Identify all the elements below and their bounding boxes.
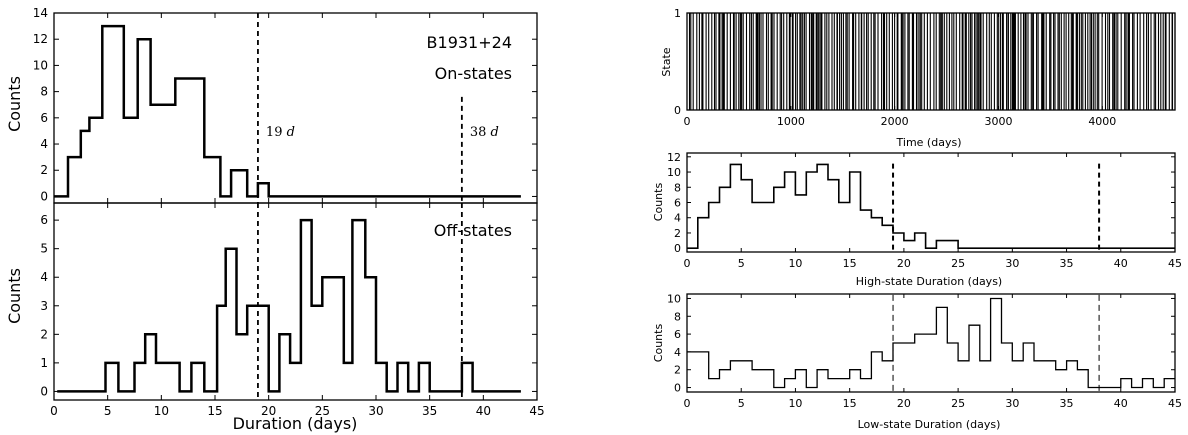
y-tick-label: 6 [674,197,681,210]
x-tick-label: 0 [684,115,691,128]
x-tick-label: 30 [1005,397,1019,410]
histogram-step [57,218,521,393]
x-tick-label: 35 [1060,397,1074,410]
x-tick-label: 0 [50,404,58,418]
x-tick-label: 40 [476,404,491,418]
x-tick-label: 1000 [777,115,805,128]
y-tick-label: 0 [674,104,681,117]
x-tick-label: 45 [1168,257,1182,270]
x-tick-label: 45 [529,404,544,418]
on-states-ylabel: Counts [5,76,24,132]
high-state-xlabel: High-state Duration (days) [856,275,1002,288]
x-tick-label: 5 [104,404,112,418]
y-tick-label: 2 [40,163,48,177]
y-tick-label: 1 [40,356,48,370]
y-tick-label: 10 [667,292,681,305]
y-tick-label: 8 [674,310,681,323]
y-tick-label: 6 [40,111,48,125]
x-tick-label: 45 [1168,397,1182,410]
x-tick-label: 15 [843,397,857,410]
off-states-xlabel: Duration (days) [233,414,358,433]
y-tick-label: 6 [40,213,48,227]
y-tick-label: 0 [674,382,681,395]
y-tick-label: 0 [674,242,681,255]
state-xlabel: Time (days) [896,136,962,149]
reference-line-label: 19 d [266,125,295,140]
y-tick-label: 10 [33,58,48,72]
y-tick-label: 4 [40,270,48,284]
x-tick-label: 15 [207,404,222,418]
high-state-histogram: Counts High-state Duration (days) 0 2 4 6 8 1… [652,151,1182,288]
state-ylabel: State [660,47,673,76]
x-tick-label: 25 [951,257,965,270]
y-tick-label: 5 [40,242,48,256]
low-state-xlabel: Low-state Duration (days) [858,418,1001,431]
x-tick-label: 2000 [881,115,909,128]
x-tick-label: 40 [1114,257,1128,270]
off-states-ylabel: Counts [5,268,24,324]
y-tick-label: 2 [674,227,681,240]
off-states-title: Off-states [434,221,512,240]
x-tick-label: 15 [843,257,857,270]
on-states-annotation: B1931+24 [427,33,512,52]
x-tick-label: 30 [368,404,383,418]
state-timeseries: State Time (days) 0 1 0 1000 2000 3000 4000 [660,7,1176,149]
histogram-step [687,163,1175,249]
y-tick-label: 8 [40,85,48,99]
x-tick-label: 0 [684,397,691,410]
high-state-ylabel: Counts [652,183,665,222]
x-tick-label: 5 [738,397,745,410]
y-tick-label: 4 [674,212,681,225]
axes-frame [53,202,538,401]
histogram-step [687,297,1175,389]
low-state-ylabel: Counts [652,324,665,363]
y-tick-label: 4 [674,346,681,359]
x-tick-label: 10 [788,257,802,270]
y-tick-label: 4 [40,137,48,151]
axes-frame [686,293,1176,393]
x-tick-label: 20 [261,404,276,418]
y-tick-label: 6 [674,328,681,341]
y-tick-label: 8 [674,181,681,194]
state-series [687,12,1176,111]
off-states-histogram: Off-states Counts Duration (days) 012345… [5,202,545,433]
on-states-histogram: B1931+24 On-states Counts 0 2 4 6 8 10 12 14 19 … [5,6,538,204]
y-tick-label: 2 [674,364,681,377]
x-tick-label: 4000 [1088,115,1116,128]
y-tick-label: 1 [674,7,681,20]
y-tick-label: 12 [667,151,681,164]
x-tick-label: 35 [422,404,437,418]
y-tick-label: 0 [40,384,48,398]
x-tick-label: 30 [1005,257,1019,270]
x-tick-label: 10 [154,404,169,418]
x-tick-label: 3000 [984,115,1012,128]
y-tick-label: 0 [40,189,48,203]
reference-line-label: 38 d [470,125,499,140]
x-tick-label: 5 [738,257,745,270]
y-tick-label: 3 [40,299,48,313]
on-states-title: On-states [435,64,512,83]
histogram-step [54,24,521,198]
y-tick-label: 10 [667,166,681,179]
y-tick-label: 14 [33,6,48,20]
low-state-histogram: Counts Low-state Duration (days) 0 2 4 6 8 10… [652,292,1182,431]
x-tick-label: 35 [1060,257,1074,270]
x-tick-label: 25 [951,397,965,410]
x-tick-label: 20 [897,397,911,410]
y-tick-label: 12 [33,32,48,46]
y-tick-label: 2 [40,327,48,341]
x-tick-label: 0 [684,257,691,270]
x-tick-label: 10 [788,397,802,410]
x-tick-label: 20 [897,257,911,270]
x-tick-label: 40 [1114,397,1128,410]
x-tick-label: 25 [315,404,330,418]
